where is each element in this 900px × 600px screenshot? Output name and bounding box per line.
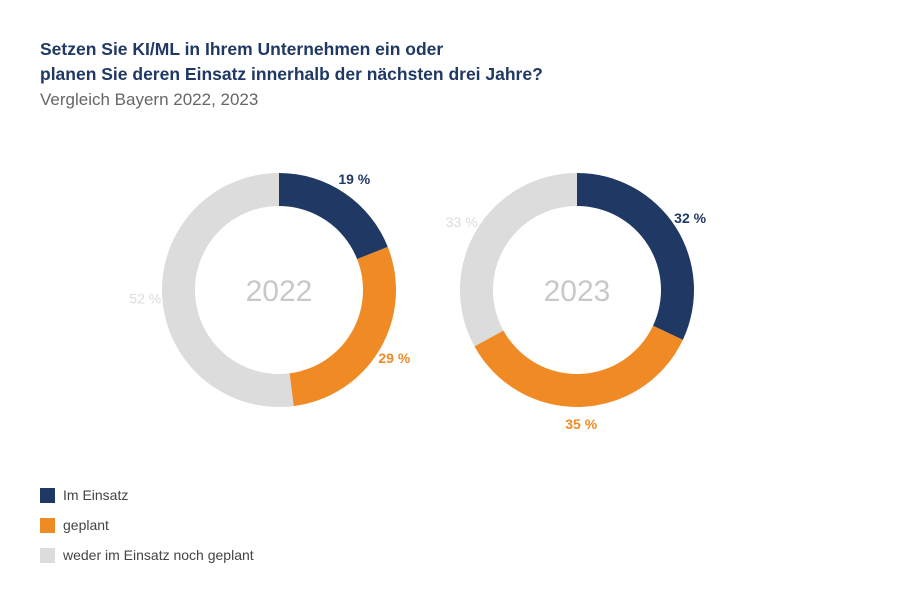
- slice-label-im-einsatz-2023: 32 %: [674, 210, 706, 226]
- legend: Im Einsatz geplant weder im Einsatz noch…: [40, 480, 254, 570]
- legend-item-im-einsatz: Im Einsatz: [40, 480, 254, 510]
- slice-label-geplant-2023: 35 %: [565, 416, 597, 432]
- chart-subtitle: Vergleich Bayern 2022, 2023: [40, 90, 259, 109]
- legend-swatch-geplant: [40, 517, 55, 533]
- slice-label-geplant-2022: 29 %: [378, 350, 410, 366]
- slice-weder-im-einsatz-noch-geplant-2022: [162, 173, 294, 407]
- slice-label-weder-im-einsatz-noch-geplant-2022: 52 %: [129, 290, 161, 306]
- legend-label-weder: weder im Einsatz noch geplant: [63, 547, 254, 563]
- donut-chart-2022: 19 % 29 % 52 % 2022: [129, 171, 411, 407]
- center-year-label-2023: 2023: [544, 275, 611, 308]
- legend-swatch-im-einsatz: [40, 487, 55, 503]
- legend-swatch-weder: [40, 547, 55, 563]
- chart-title-line-1: Setzen Sie KI/ML in Ihrem Unternehmen ei…: [40, 39, 444, 59]
- legend-item-geplant: geplant: [40, 510, 254, 540]
- slice-geplant-2023: [474, 325, 683, 407]
- legend-item-weder: weder im Einsatz noch geplant: [40, 540, 254, 570]
- slice-geplant-2022: [289, 246, 397, 407]
- slice-im-einsatz-2023: [577, 173, 694, 340]
- legend-label-im-einsatz: Im Einsatz: [63, 487, 129, 503]
- chart-title-line-2: planen Sie deren Einsatz innerhalb der n…: [40, 64, 543, 84]
- slice-im-einsatz-2022: [279, 173, 388, 260]
- slice-label-im-einsatz-2022: 19 %: [338, 171, 370, 187]
- center-year-label-2022: 2022: [246, 275, 313, 308]
- donut-chart-2023: 32 % 35 % 33 % 2023: [446, 173, 707, 432]
- slice-weder-im-einsatz-noch-geplant-2023: [460, 173, 577, 347]
- legend-label-geplant: geplant: [63, 517, 109, 533]
- chart-header: Setzen Sie KI/ML in Ihrem Unternehmen ei…: [40, 37, 543, 112]
- slice-label-weder-im-einsatz-noch-geplant-2023: 33 %: [446, 214, 478, 230]
